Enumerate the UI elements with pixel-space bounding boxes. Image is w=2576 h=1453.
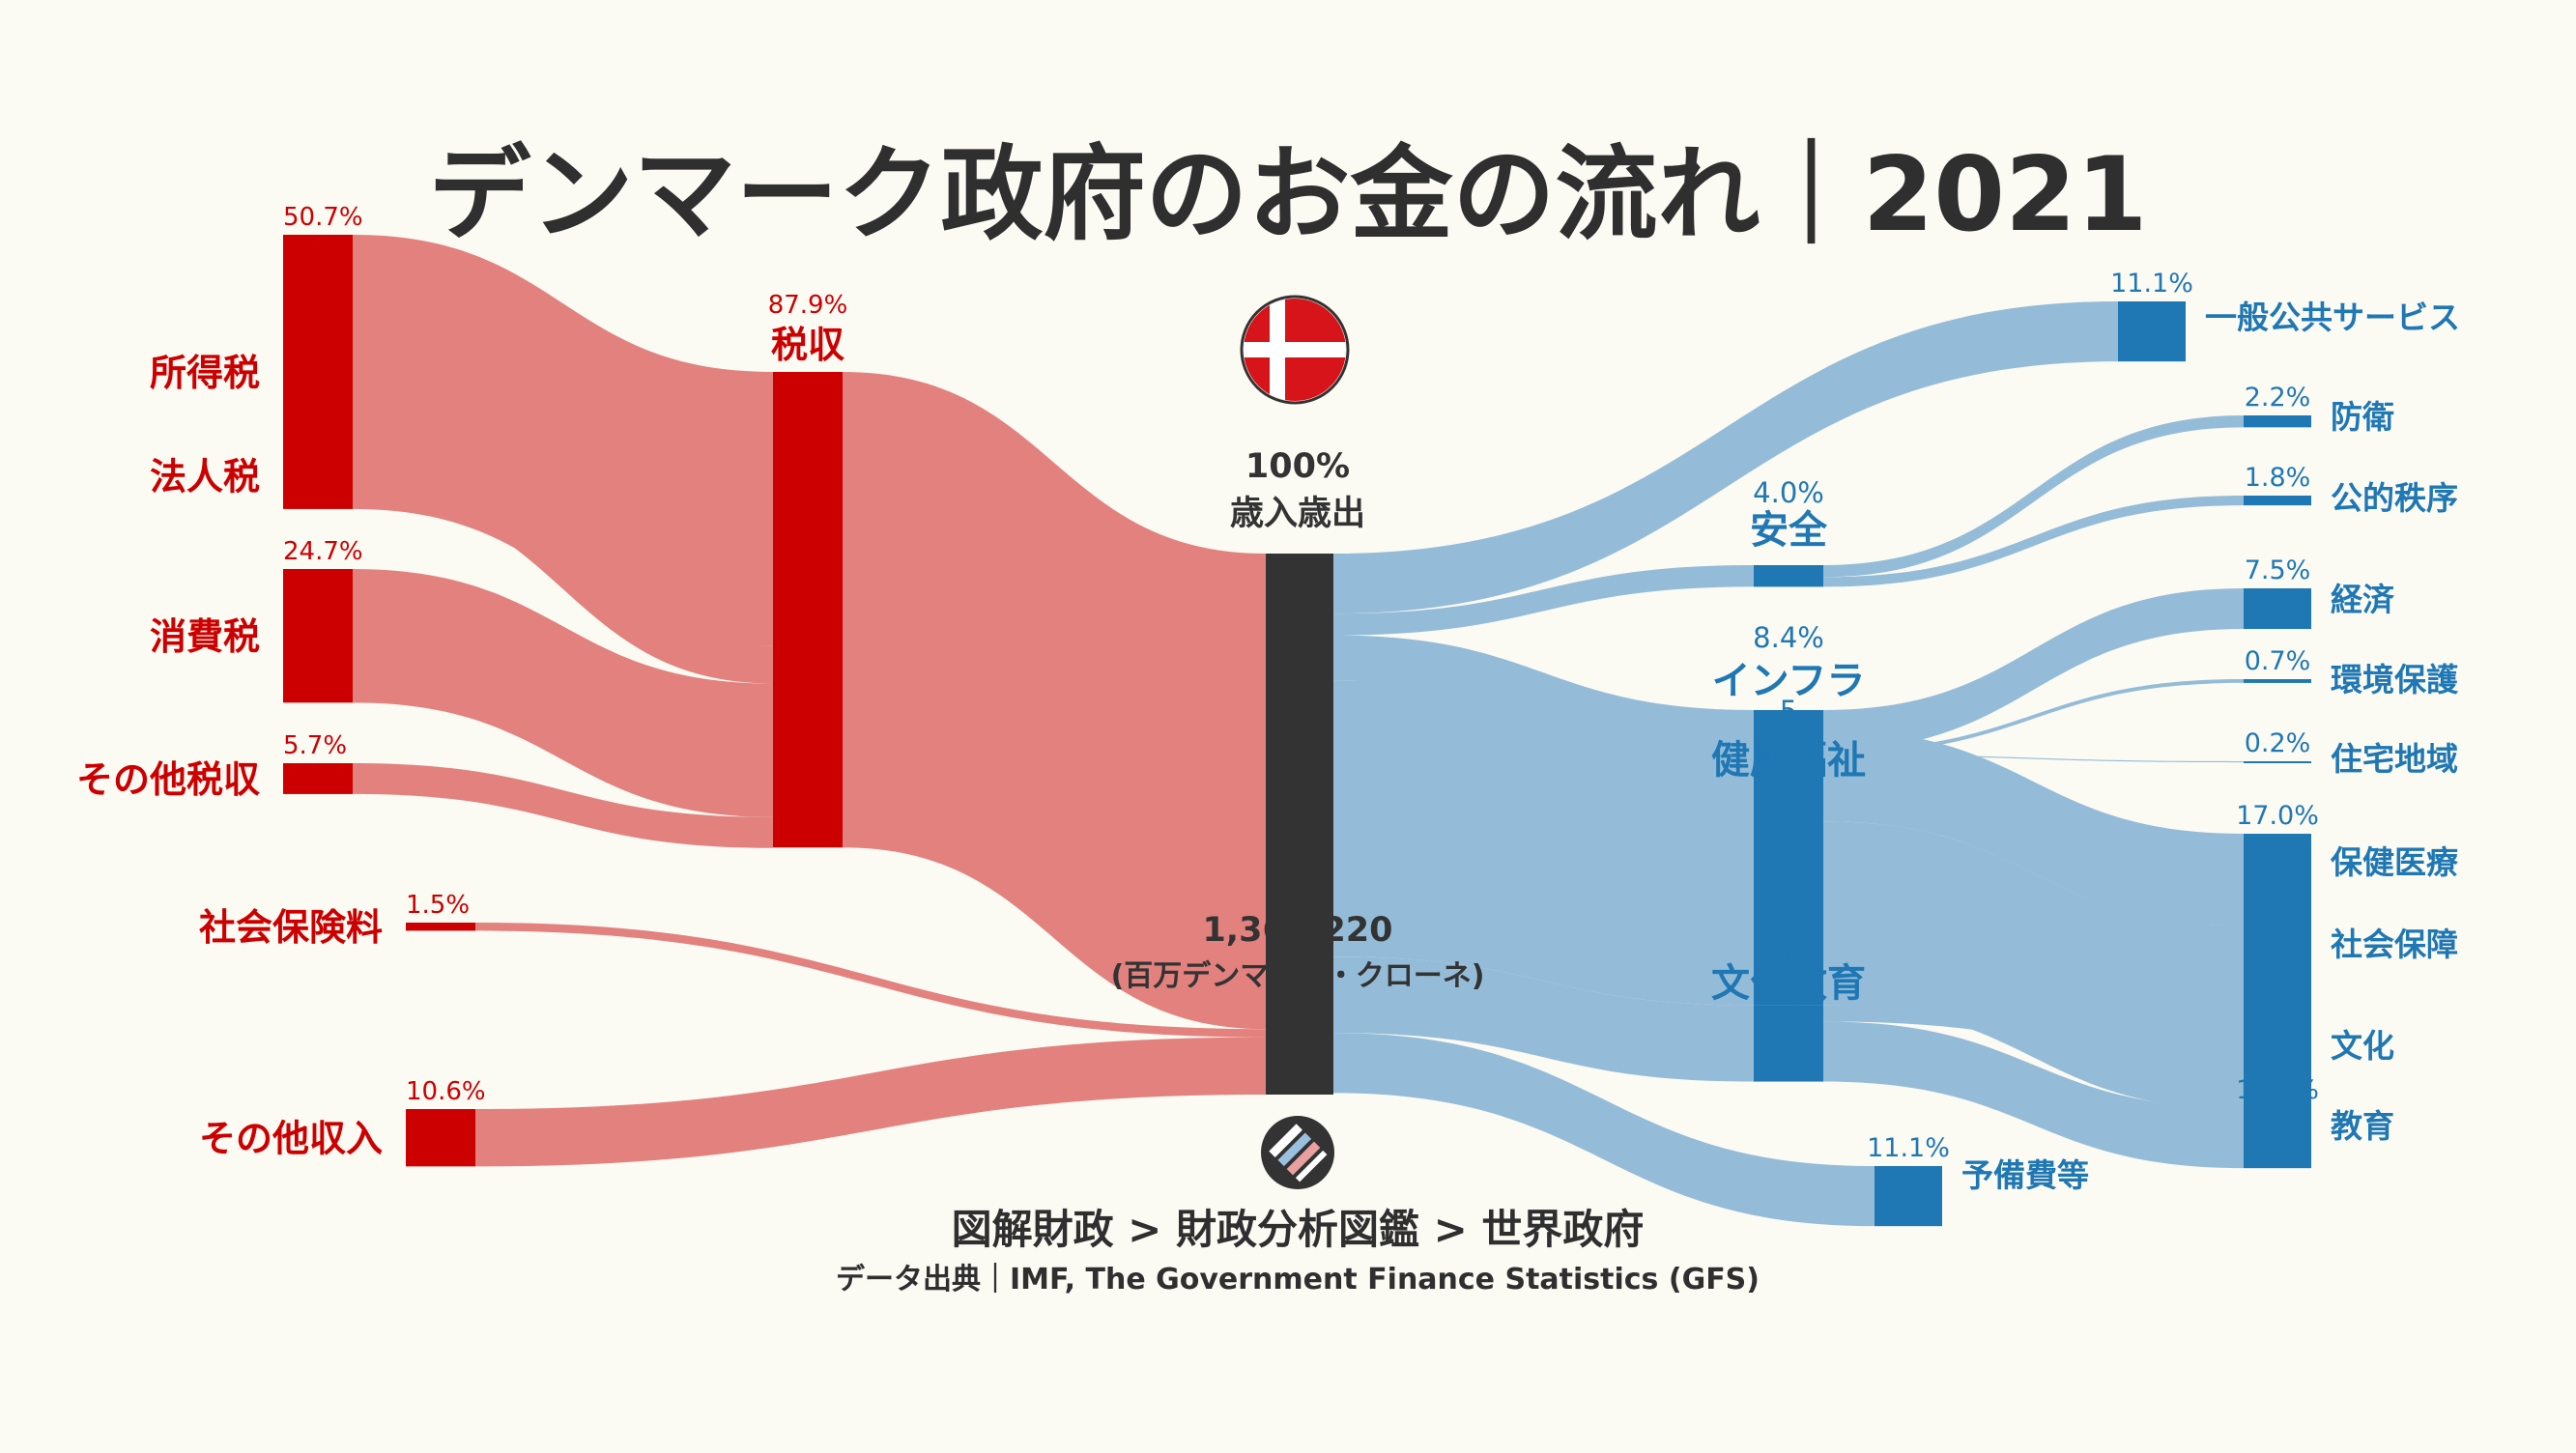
revenue-pct-3: 5.7%: [283, 731, 347, 760]
flow-expense-1: [1333, 565, 1754, 636]
chart-title: デンマーク政府のお金の流れ｜2021: [428, 135, 2147, 254]
center-label: 歳入歳出: [1230, 495, 1365, 533]
leaf-pct-2-1: 0.7%: [2245, 646, 2311, 676]
leaf-pct-2-0: 7.5%: [2245, 556, 2311, 585]
group-label-1: 安全: [1750, 508, 1828, 553]
flow-revenue-0: [353, 235, 773, 646]
zukai-zaisei-logo-icon: [1261, 1116, 1334, 1189]
leaf-node-3-1: [2244, 926, 2311, 1110]
revenue-node-5: [406, 1109, 475, 1167]
revenue-node-2: [283, 569, 353, 703]
leaf-pct-2-2: 0.2%: [2245, 728, 2311, 758]
revenue-label-4: 社会保険料: [199, 906, 383, 949]
leaf-pct-1-0: 2.2%: [2245, 383, 2311, 413]
flow-leaf-2-2: [1823, 754, 2244, 763]
flow-expense-5: [1333, 1033, 1875, 1227]
revenue-label-1: 法人税: [150, 455, 260, 498]
tax-total-node: [773, 372, 843, 848]
leaf-node-2-0: [2244, 588, 2311, 629]
expense-label-5: 予備費等: [1961, 1156, 2089, 1194]
leaf-pct-1-1: 1.8%: [2245, 463, 2311, 493]
group-node-4: [1754, 1005, 1823, 1082]
revenue-label-2: 消費税: [150, 615, 260, 658]
flow-revenue-4: [475, 923, 1266, 1038]
leaf-label-2-2: 住宅地域: [2331, 740, 2458, 778]
leaf-label-2-1: 環境保護: [2331, 661, 2459, 698]
center-pct: 100%: [1245, 447, 1350, 486]
flow-revenue-5: [475, 1037, 1266, 1167]
revenue-label-0: 所得税: [150, 352, 260, 394]
leaf-label-3-1: 社会保障: [2331, 926, 2458, 963]
flow-leaf-2-0: [1823, 588, 2244, 751]
tax-total-label: 税収: [771, 324, 844, 366]
leaf-pct-3-0: 17.0%: [2236, 801, 2319, 831]
leaf-pct-3-1: 3: [2269, 893, 2285, 923]
leaf-node-4-1: [2244, 1108, 2311, 1169]
group-node-1: [1754, 565, 1823, 587]
revenue-pct-2: 24.7%: [283, 537, 363, 566]
revenue-pct-4: 1.5%: [406, 891, 470, 920]
revenue-pct-1: 6.9%: [283, 425, 347, 454]
revenue-node-4: [406, 923, 475, 931]
flow-leaf-1-0: [1823, 415, 2244, 578]
revenue-label-3: その他税収: [76, 758, 260, 801]
group-label-3: 健康福祉: [1711, 738, 1866, 783]
group-pct-1: 4.0%: [1753, 476, 1824, 509]
revenue-label-5: その他収入: [199, 1118, 383, 1160]
label-layer: 87.9%税収所得税50.7%法人税6.9%消費税24.7%その他税収5.7%社…: [76, 203, 2460, 1194]
flow-expense-4: [1333, 956, 1754, 1082]
denmark-flag-icon: [1240, 295, 1350, 405]
leaf-pct-4-1: 11.1%: [2236, 1075, 2319, 1105]
expense-node-0: [2118, 301, 2186, 362]
expense-pct-5: 11.1%: [1867, 1133, 1950, 1163]
leaf-node-2-2: [2244, 761, 2311, 763]
flow-leaf-4-1: [1823, 1021, 2244, 1169]
leaf-pct-4-0: 3.0%: [2245, 1007, 2311, 1037]
tax-total-pct: 87.9%: [768, 291, 848, 320]
flow-leaf-4-0: [1823, 1005, 2244, 1056]
flow-revenue-1: [353, 457, 773, 684]
expense-pct-0: 11.1%: [2110, 269, 2193, 299]
footer-source: データ出典｜IMF, The Government Finance Statis…: [836, 1263, 1760, 1296]
group-pct-3: 5: [1780, 695, 1797, 727]
leaf-node-2-1: [2244, 679, 2311, 683]
footer-breadcrumb: 図解財政 > 財政分析図鑑 > 世界政府: [952, 1206, 1645, 1253]
expense-label-0: 一般公共サービス: [2205, 299, 2460, 336]
flow-layer: [353, 235, 2244, 1227]
flow-expense-3: [1333, 680, 1754, 1006]
flow-tax-to-center: [843, 372, 1266, 1030]
revenue-pct-5: 10.6%: [406, 1077, 486, 1106]
revenue-pct-0: 50.7%: [283, 203, 363, 232]
leaf-label-4-1: 教育: [2331, 1107, 2394, 1145]
node-layer: [283, 235, 2311, 1227]
flow-expense-0: [1333, 301, 2118, 614]
flow-revenue-2: [353, 569, 773, 817]
leaf-label-4-0: 文化: [2331, 1027, 2394, 1065]
leaf-node-4-0: [2244, 1040, 2311, 1056]
group-pct-4: 1: [1780, 940, 1797, 973]
group-label-2: インフラ: [1712, 659, 1866, 703]
flow-revenue-3: [353, 763, 773, 848]
revenue-node-1: [283, 457, 353, 495]
flow-leaf-3-0: [1823, 729, 2244, 926]
group-node-3: [1754, 729, 1823, 1006]
leaf-node-1-1: [2244, 496, 2311, 506]
center-node: [1266, 554, 1333, 1095]
leaf-label-1-1: 公的秩序: [2331, 479, 2458, 517]
leaf-label-3-0: 保健医療: [2331, 843, 2459, 881]
center-total: 1,363,220: [1202, 911, 1392, 950]
flow-leaf-1-1: [1823, 496, 2244, 587]
leaf-label-2-0: 経済: [2331, 581, 2395, 618]
revenue-node-3: [283, 763, 353, 794]
group-label-4: 文化教育: [1711, 961, 1866, 1006]
expense-node-5: [1875, 1166, 1942, 1227]
group-pct-2: 8.4%: [1753, 621, 1824, 654]
leaf-node-1-0: [2244, 415, 2311, 428]
leaf-node-3-0: [2244, 834, 2311, 926]
center-unit: (百万デンマーク・クローネ): [1111, 959, 1485, 993]
leaf-label-1-0: 防衛: [2331, 398, 2394, 436]
flow-leaf-2-1: [1823, 679, 2244, 755]
